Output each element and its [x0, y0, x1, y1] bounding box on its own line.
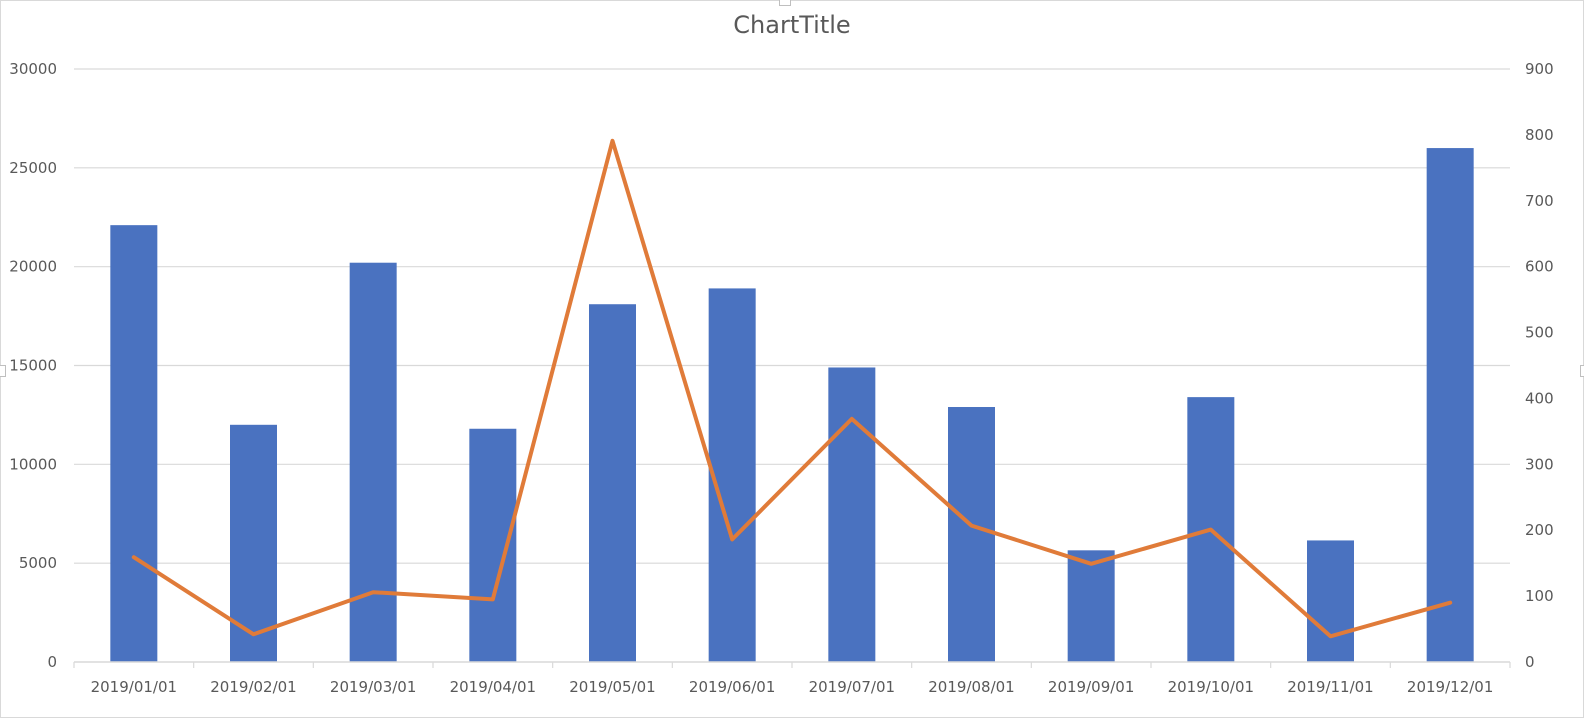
- y2-tick-label: 300: [1525, 455, 1554, 473]
- y2-tick-label: 400: [1525, 389, 1554, 407]
- resize-handle-right[interactable]: [1580, 365, 1584, 377]
- y-tick-label: 15000: [9, 357, 57, 375]
- x-tick-label: 2019/08/01: [928, 678, 1014, 696]
- bar: [1307, 540, 1354, 662]
- y-tick-label: 10000: [9, 455, 57, 473]
- x-tick-label: 2019/06/01: [689, 678, 775, 696]
- left-axis-ticks: 0 5000 10000 15000 20000 25000 30000: [9, 60, 57, 671]
- x-tick-label: 2019/09/01: [1048, 678, 1134, 696]
- y2-tick-label: 600: [1525, 258, 1554, 276]
- bar: [469, 428, 517, 662]
- y-tick-label: 0: [47, 653, 57, 671]
- bar: [1067, 550, 1115, 662]
- y2-tick-label: 200: [1525, 521, 1554, 539]
- y-tick-label: 5000: [19, 554, 57, 572]
- y-tick-label: 25000: [9, 159, 57, 177]
- right-axis-ticks: 0 100 200 300 400 500 600 700 800 900: [1525, 60, 1554, 671]
- bar: [589, 304, 636, 662]
- y2-tick-label: 700: [1525, 192, 1554, 210]
- x-tick-label: 2019/05/01: [569, 678, 655, 696]
- y-tick-label: 20000: [9, 258, 57, 276]
- bar: [828, 367, 876, 662]
- bar-series: [110, 148, 1474, 663]
- x-tick-label: 2019/04/01: [450, 678, 536, 696]
- x-tick-label: 2019/02/01: [210, 678, 296, 696]
- x-axis-ticks: 2019/01/01 2019/02/01 2019/03/01 2019/04/01…: [91, 678, 1494, 696]
- resize-handle-top[interactable]: [779, 0, 791, 6]
- y2-tick-label: 0: [1525, 653, 1535, 671]
- y2-tick-label: 800: [1525, 126, 1554, 144]
- bar: [948, 407, 995, 662]
- y2-tick-label: 500: [1525, 324, 1554, 342]
- x-tick-label: 2019/01/01: [91, 678, 177, 696]
- bar: [349, 262, 397, 662]
- resize-handle-left[interactable]: [0, 365, 6, 377]
- chart-title: ChartTitle: [733, 11, 851, 39]
- bar: [1426, 148, 1474, 663]
- bar: [110, 225, 158, 662]
- line-series: [131, 138, 1453, 639]
- x-tick-label: 2019/12/01: [1407, 678, 1493, 696]
- series-line: [131, 138, 1453, 639]
- x-tick-label: 2019/11/01: [1287, 678, 1373, 696]
- x-tick-label: 2019/07/01: [809, 678, 895, 696]
- y-tick-label: 30000: [9, 60, 57, 78]
- bar: [708, 288, 756, 662]
- y2-tick-label: 900: [1525, 60, 1554, 78]
- x-tick-label: 2019/03/01: [330, 678, 416, 696]
- x-tick-label: 2019/10/01: [1168, 678, 1254, 696]
- gridlines: [74, 68, 1510, 564]
- category-axis: [73, 661, 1511, 668]
- y2-tick-label: 100: [1525, 587, 1554, 605]
